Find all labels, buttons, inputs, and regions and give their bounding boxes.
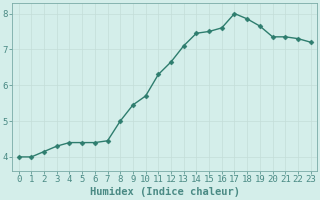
- X-axis label: Humidex (Indice chaleur): Humidex (Indice chaleur): [90, 187, 240, 197]
